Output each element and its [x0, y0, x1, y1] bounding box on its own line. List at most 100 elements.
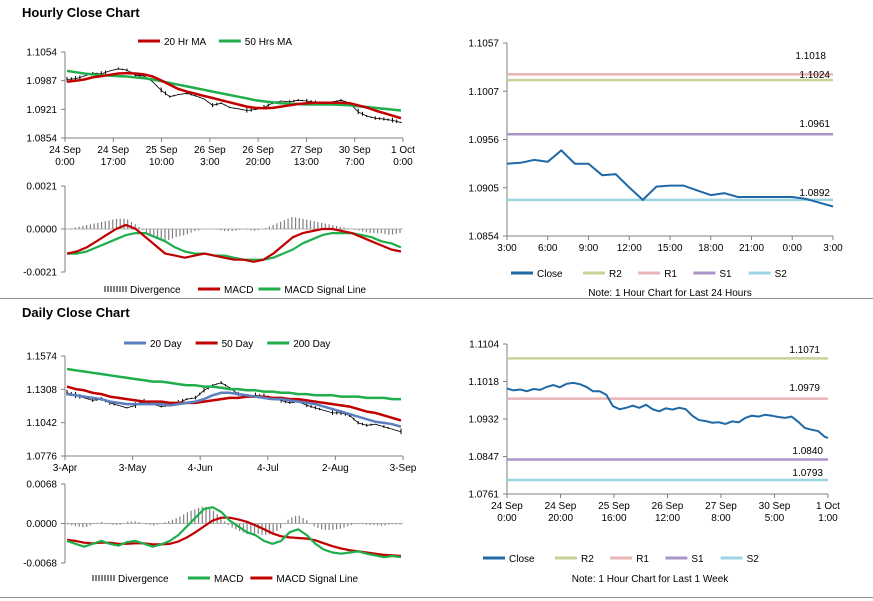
daily-price-x-tick-label: 4-Jul [257, 463, 279, 474]
hourly-macd-legend-swatch [119, 286, 121, 292]
hourly-price-legend-label: 50 Hrs MA [245, 37, 293, 48]
hourly-signal-line [67, 232, 402, 261]
hourly-pivots-y-tick-label: 1.0956 [468, 135, 499, 146]
daily-pivots-level-label: 1.0840 [792, 446, 823, 457]
daily-pivots-x-tick-label: 24 Sep [491, 501, 523, 512]
hourly-macd-line [66, 223, 402, 263]
daily-section-title: Daily Close Chart [22, 305, 130, 320]
hourly-pivots-legend-label: S1 [719, 269, 732, 280]
daily-macd-legend-label: MACD [214, 574, 243, 585]
daily-pivots-x-tick-label: 27 Sep [705, 501, 737, 512]
hourly-price-x-tick-label: 24 Sep [97, 145, 129, 156]
daily-pivots-x-tick-label: 1 Oct [816, 501, 840, 512]
hourly-price-y-tick-label: 1.0854 [26, 134, 57, 145]
hourly-pivots-x-tick-label: 21:00 [739, 243, 764, 254]
hourly-pivots-close-line [506, 149, 834, 208]
daily-pivots-x-tick-label: 30 Sep [759, 501, 791, 512]
hourly-pivots-note: Note: 1 Hour Chart for Last 24 Hours [588, 288, 751, 299]
hourly-macd-legend-swatch [116, 286, 118, 292]
daily-price-x-tick-label: 4-Jun [188, 463, 213, 474]
daily-pivots-level-label: 1.0979 [789, 383, 820, 394]
hourly-price-x-tick-label: 0:00 [393, 157, 413, 168]
hourly-macd-legend-label: Divergence [130, 285, 181, 296]
daily-macd-legend-swatch [98, 575, 100, 581]
daily-pivots-note: Note: 1 Hour Chart for Last 1 Week [572, 574, 730, 585]
hourly-price-x-tick-label: 25 Sep [146, 145, 178, 156]
daily-macd-legend-swatch [113, 575, 115, 581]
daily-pivots-x-tick-label: 24 Sep [545, 501, 577, 512]
hourly-price-x-tick-label: 26 Sep [242, 145, 274, 156]
daily-price-x-tick-label: 3-Apr [53, 463, 78, 474]
hourly-pivots-x-tick-label: 6:00 [538, 243, 558, 254]
daily-macd-legend-swatch [107, 575, 109, 581]
daily-price-x-tick-label: 2-Aug [322, 463, 349, 474]
daily-pivots-x-tick-label: 16:00 [601, 513, 626, 524]
hourly-macd-legend-label: MACD [224, 285, 253, 296]
daily-macd-legend-swatch [101, 575, 103, 581]
daily-macd-legend-swatch [110, 575, 112, 581]
hourly-pivots-legend-label: S2 [775, 269, 788, 280]
daily-pivots-y-tick-label: 1.1018 [468, 377, 499, 388]
hourly-pivots-level-label: 1.0961 [799, 119, 830, 130]
daily-price-y-tick-label: 1.0776 [26, 452, 57, 463]
daily-price-y-tick-label: 1.1042 [26, 418, 57, 429]
daily-macd-y-tick-label: -0.0068 [23, 559, 57, 570]
hourly-macd-legend-swatch [113, 286, 115, 292]
daily-pivots-x-tick-label: 8:00 [711, 513, 731, 524]
daily-price-y-tick-label: 1.1308 [26, 385, 57, 396]
daily-macd-line [66, 506, 402, 559]
hourly-price-x-tick-label: 1 Oct [391, 145, 415, 156]
hourly-price-y-tick-label: 1.0987 [26, 76, 57, 87]
hourly-pivots-level-label: 1.1024 [799, 70, 830, 81]
hourly-pivots-y-tick-label: 1.1057 [468, 39, 499, 50]
hourly-pivots-level-label: 1.0892 [799, 188, 830, 199]
hourly-price-x-tick-label: 0:00 [55, 157, 75, 168]
hourly-price-legend-label: 20 Hr MA [164, 37, 207, 48]
hourly-macd-legend-swatch [110, 286, 112, 292]
daily-price-x-tick-label: 3-May [119, 463, 147, 474]
hourly-price-y-tick-label: 1.1054 [26, 48, 57, 59]
daily-pivots-close-line [506, 381, 829, 439]
daily-pivots-legend-label: S2 [747, 554, 760, 565]
daily-pivots-x-tick-label: 25 Sep [598, 501, 630, 512]
daily-macd-y-tick-label: 0.0000 [26, 519, 57, 530]
section-divider [0, 298, 873, 299]
hourly-pivots-x-tick-label: 9:00 [579, 243, 599, 254]
daily-macd-legend-swatch [92, 575, 94, 581]
hourly-ma50-line [66, 69, 402, 112]
daily-price-x-tick-label: 3-Sep [390, 463, 417, 474]
bottom-divider [0, 597, 873, 598]
daily-pivots-x-tick-label: 12:00 [655, 513, 680, 524]
daily-pivots-y-tick-label: 1.1104 [469, 340, 499, 351]
hourly-price-x-tick-label: 3:00 [200, 157, 220, 168]
daily-pivots-x-tick-label: 20:00 [548, 513, 573, 524]
daily-macd-legend-label: MACD Signal Line [276, 574, 358, 585]
hourly-pivots-x-tick-label: 3:00 [497, 243, 517, 254]
daily-ma200-line [66, 367, 401, 401]
daily-ma20-line [66, 391, 402, 428]
hourly-price-x-tick-label: 26 Sep [194, 145, 226, 156]
daily-macd-legend-swatch [95, 575, 97, 581]
daily-ma50-line [66, 385, 402, 422]
hourly-pivots-level-label: 1.1018 [795, 51, 826, 62]
hourly-ma20-line [66, 71, 402, 120]
hourly-macd-y-tick-label: -0.0021 [23, 268, 57, 279]
hourly-macd-legend-swatch [125, 286, 127, 292]
daily-pivots-legend-label: S1 [691, 554, 704, 565]
hourly-pivots-x-tick-label: 0:00 [783, 243, 803, 254]
daily-pivots-level-label: 1.0793 [792, 468, 823, 479]
hourly-pivots-legend-label: R2 [609, 269, 622, 280]
daily-macd-y-tick-label: 0.0068 [26, 480, 57, 491]
hourly-price-x-tick-label: 7:00 [345, 157, 365, 168]
hourly-price-x-tick-label: 24 Sep [49, 145, 81, 156]
hourly-macd-y-tick-label: 0.0021 [26, 182, 57, 193]
daily-pivots-legend-label: R1 [636, 554, 649, 565]
daily-macd-legend-swatch [104, 575, 106, 581]
daily-pivots-y-tick-label: 1.0761 [468, 490, 499, 501]
daily-price-legend-label: 20 Day [150, 339, 182, 350]
hourly-price-x-tick-label: 17:00 [101, 157, 126, 168]
daily-pivots-legend-label: R2 [581, 554, 594, 565]
hourly-pivots-x-tick-label: 12:00 [617, 243, 642, 254]
hourly-price-x-tick-label: 20:00 [246, 157, 271, 168]
